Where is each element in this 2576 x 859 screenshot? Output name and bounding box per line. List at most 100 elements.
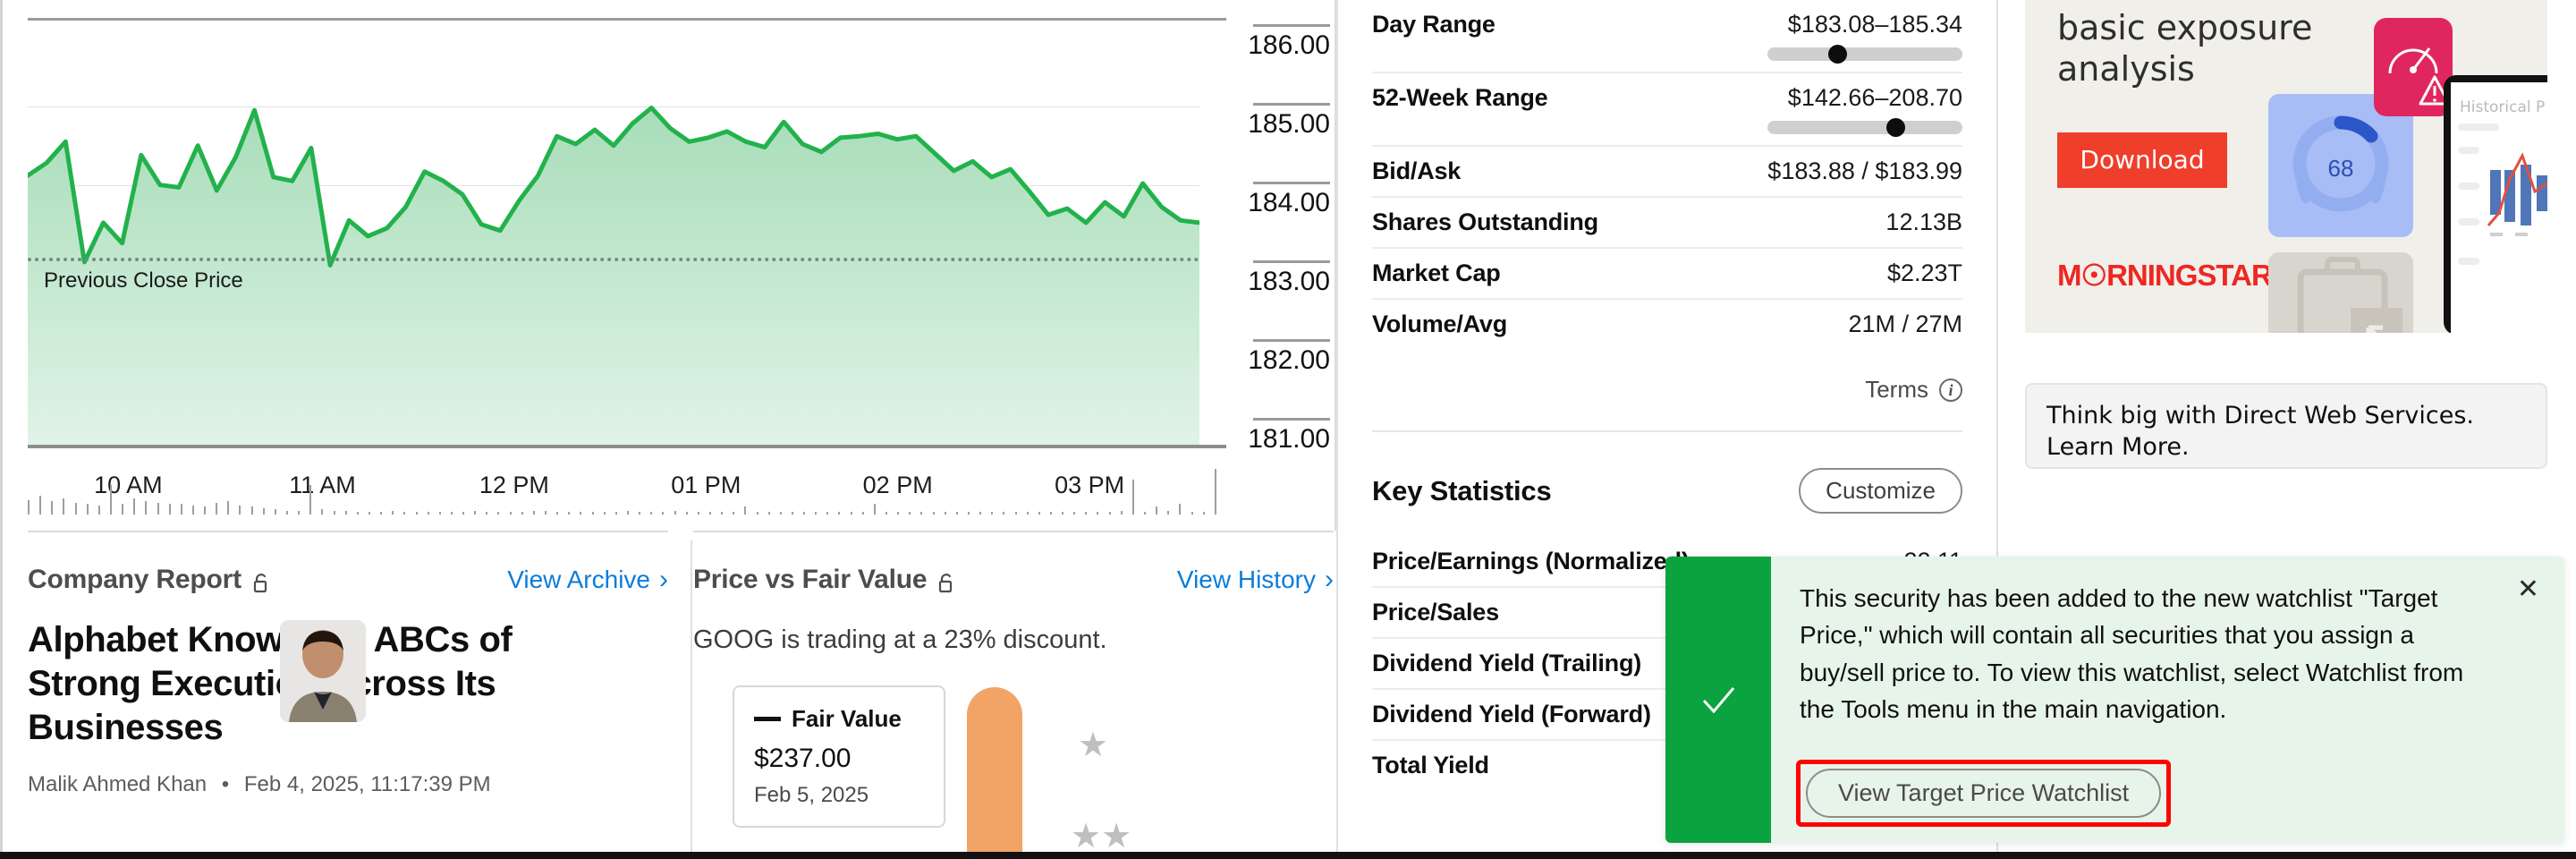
direct-web-services-banner[interactable]: Think big with Direct Web Services. Lear… xyxy=(2025,383,2547,469)
volume-tick xyxy=(568,512,571,515)
chart-x-axis: 10 AM 11 AM 12 PM 01 PM 02 PM 03 PM xyxy=(28,452,1226,515)
pvfv-body: Fair Value $237.00 Feb 5, 2025 ★ ★★ xyxy=(693,685,1334,859)
volume-tick xyxy=(450,512,453,515)
range-slider-knob[interactable] xyxy=(1827,45,1847,64)
chart-y-axis: 186.00 185.00 184.00 183.00 182.00 181.00 xyxy=(1226,0,1335,465)
volume-tick xyxy=(333,510,335,515)
volume-tick xyxy=(815,512,818,515)
volume-tick xyxy=(1131,480,1134,515)
volume-tick xyxy=(51,501,54,515)
bottom-edge-bar xyxy=(0,852,2576,859)
section-separator xyxy=(1372,430,1962,432)
volume-tick xyxy=(967,512,970,515)
morningstar-ad[interactable]: basic exposure analysis Download M☉RNING… xyxy=(2025,0,2547,333)
terms-row[interactable]: Terms i xyxy=(1372,376,1962,404)
x-axis-tick-label: 12 PM xyxy=(479,472,549,498)
volume-tick xyxy=(145,501,148,515)
ad-phone-mockup: Historical P xyxy=(2444,75,2547,333)
y-tick-rule xyxy=(1253,417,1330,421)
y-tick-label: 186.00 xyxy=(1248,30,1330,60)
volume-tick xyxy=(1167,510,1170,515)
chevron-right-icon: › xyxy=(1325,565,1334,594)
key-stat-line: Price/Earnings (Normalized)22.11 xyxy=(1372,548,1962,575)
pvfv-subtitle: GOOG is trading at a 23% discount. xyxy=(693,625,1107,654)
ad-download-button[interactable]: Download xyxy=(2057,132,2227,188)
fair-value-legend-label: Fair Value xyxy=(792,705,902,732)
volume-tick xyxy=(674,510,676,515)
quote-stat-value: $142.66–208.70 xyxy=(1787,84,1962,111)
fair-value-tooltip: Fair Value $237.00 Feb 5, 2025 xyxy=(733,685,945,828)
volume-tick xyxy=(1097,512,1099,515)
volume-tick xyxy=(168,504,171,515)
volume-tick xyxy=(191,505,194,515)
quote-stat-value: 12.13B xyxy=(1885,208,1962,235)
y-axis-tick: 183.00 xyxy=(1248,259,1330,297)
chart-plot-area: Previous Close Price xyxy=(28,0,1199,445)
volume-tick xyxy=(368,512,370,515)
y-tick-rule xyxy=(1253,338,1330,342)
volume-tick xyxy=(39,496,42,515)
volume-tick xyxy=(216,502,218,515)
volume-tick xyxy=(979,512,982,515)
view-history-link[interactable]: View History › xyxy=(1177,566,1334,594)
volume-tick xyxy=(86,504,89,515)
customize-button[interactable]: Customize xyxy=(1799,468,1962,514)
volume-tick xyxy=(227,501,230,515)
price-bar xyxy=(967,687,1022,859)
quote-stat-row: Day Range $183.08–185.34 xyxy=(1372,0,1962,73)
unlock-icon xyxy=(252,571,272,593)
volume-tick xyxy=(474,510,477,515)
fair-value-line-swatch xyxy=(754,717,781,721)
volume-tick xyxy=(1120,510,1123,515)
info-icon[interactable]: i xyxy=(1939,378,1962,402)
y-tick-label: 182.00 xyxy=(1248,344,1330,375)
cards-row: Company Report View Archive › Alphab xyxy=(3,531,1335,859)
view-target-price-watchlist-button[interactable]: View Target Price Watchlist xyxy=(1806,769,2162,818)
range-slider-track[interactable] xyxy=(1767,118,1962,137)
volume-tick xyxy=(403,512,406,515)
quote-stat-row: Market Cap $2.23T xyxy=(1372,249,1962,300)
volume-tick xyxy=(180,504,182,515)
volume-tick xyxy=(486,512,488,515)
y-tick-label: 181.00 xyxy=(1248,423,1330,454)
y-axis-tick: 186.00 xyxy=(1248,23,1330,61)
quote-stat-line: Bid/Ask $183.88 / $183.99 xyxy=(1372,157,1962,185)
volume-tick xyxy=(708,512,711,515)
volume-tick xyxy=(545,510,547,515)
chart-top-rule xyxy=(28,18,1226,21)
pvfv-title-group: Price vs Fair Value xyxy=(693,565,957,595)
volume-tick xyxy=(756,512,758,515)
volume-tick xyxy=(521,512,523,515)
intraday-price-chart[interactable]: Previous Close Price 10 AM 11 AM 12 PM 01 P… xyxy=(3,0,1336,531)
range-slider-knob[interactable] xyxy=(1885,118,1905,137)
speedometer-warning-icon xyxy=(2374,18,2453,116)
y-axis-tick: 181.00 xyxy=(1248,417,1330,455)
volume-tick xyxy=(1156,506,1158,515)
quote-stat-row: Shares Outstanding 12.13B xyxy=(1372,198,1962,249)
volume-tick xyxy=(1085,512,1088,515)
quote-stat-label: Market Cap xyxy=(1372,259,1501,286)
close-icon[interactable]: ✕ xyxy=(2516,574,2539,604)
price-bar-upper xyxy=(967,687,1022,852)
mid-left-divider xyxy=(1336,0,1338,859)
key-stat-label: Dividend Yield (Forward) xyxy=(1372,701,1651,727)
volume-tick xyxy=(886,512,888,515)
view-archive-link[interactable]: View Archive › xyxy=(507,566,668,594)
volume-tick xyxy=(109,485,112,515)
volume-tick xyxy=(1003,512,1005,515)
volume-tick xyxy=(74,502,77,515)
quote-stat-value: $2.23T xyxy=(1886,259,1962,286)
star-rating-2: ★★ xyxy=(1071,818,1132,855)
volume-tick xyxy=(603,512,606,515)
volume-tick xyxy=(826,512,829,515)
volume-tick xyxy=(909,512,911,515)
volume-tick xyxy=(991,512,994,515)
company-report-headline[interactable]: Alphabet Knows the ABCs of Strong Execut… xyxy=(28,620,513,747)
y-tick-label: 185.00 xyxy=(1248,108,1330,139)
range-slider-track[interactable] xyxy=(1767,45,1962,64)
key-stat-label: Price/Sales xyxy=(1372,599,1499,625)
volume-tick xyxy=(861,512,864,515)
key-statistics-title: Key Statistics xyxy=(1372,474,1552,506)
quote-stat-line: Volume/Avg 21M / 27M xyxy=(1372,310,1962,338)
x-axis-tick-label: 03 PM xyxy=(1055,472,1125,498)
